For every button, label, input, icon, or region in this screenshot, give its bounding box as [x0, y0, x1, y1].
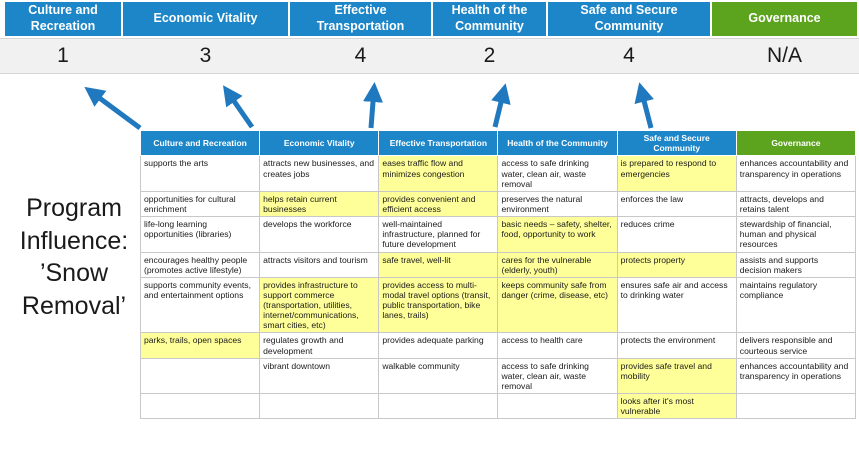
- matrix-header-4: Safe and Secure Community: [616, 129, 737, 157]
- matrix-cell: delivers responsible and courteous servi…: [735, 332, 857, 359]
- matrix-cell: well-maintained infrastructure, planned …: [378, 216, 499, 253]
- matrix-cell: assists and supports decision makers: [735, 251, 857, 278]
- matrix-cell: regulates growth and development: [259, 332, 380, 359]
- score-culture-recreation: 1: [57, 44, 69, 67]
- score-health-community: 2: [483, 44, 496, 67]
- matrix-cell: access to health care: [497, 332, 618, 359]
- influence-matrix: Culture and Recreation Economic Vitality E…: [139, 129, 857, 420]
- matrix-cell: access to safe drinking water, clean air…: [497, 357, 618, 395]
- banner-effective-transportation: Effective Transportation: [290, 2, 431, 36]
- matrix-cell: [378, 393, 499, 420]
- banner-health-community: Health of the Community: [433, 2, 546, 36]
- banner-row: Culture and Recreation Economic Vitality E…: [5, 2, 857, 36]
- page-title: Program Influence: ’Snow Removal’: [19, 194, 129, 320]
- matrix-body: supports the arts attracts new businesses…: [139, 155, 857, 420]
- matrix-cell: provides safe travel and mobility: [616, 357, 737, 395]
- matrix-cell: maintains regulatory compliance: [735, 276, 857, 334]
- score-governance: N/A: [766, 44, 802, 67]
- influence-arrow-economic: [223, 85, 255, 129]
- influence-arrow-safe: [634, 82, 654, 129]
- score-economic-vitality: 3: [199, 44, 212, 67]
- matrix-cell: access to safe drinking water, clean air…: [497, 155, 618, 192]
- matrix-cell: provides infrastructure to support comme…: [259, 276, 380, 334]
- matrix-cell: basic needs – safety, shelter, food, opp…: [497, 216, 618, 253]
- matrix-cell: enforces the law: [616, 190, 737, 218]
- matrix-header-5: Governance: [735, 129, 857, 157]
- matrix-cell: attracts new businesses, and creates job…: [259, 155, 380, 192]
- matrix-cell: life-long learning opportunities (librar…: [139, 216, 261, 253]
- matrix-cell: provides convenient and efficient access: [378, 190, 499, 218]
- score-row: 1 3 4 2 4 N/A: [5, 39, 857, 73]
- matrix-cell: encourages healthy people (promotes acti…: [139, 251, 261, 278]
- matrix-cell: parks, trails, open spaces: [139, 332, 261, 359]
- matrix-cell: [139, 393, 261, 420]
- matrix-cell: looks after it's most vulnerable: [616, 393, 737, 420]
- matrix-cell: vibrant downtown: [259, 357, 380, 395]
- banner-economic-vitality: Economic Vitality: [123, 2, 288, 36]
- matrix-header-1: Economic Vitality: [259, 129, 380, 157]
- matrix-row-1: opportunities for cultural enrichment hel…: [139, 190, 857, 218]
- score-effective-transportation: 4: [354, 44, 367, 67]
- matrix-cell: attracts visitors and tourism: [259, 251, 380, 278]
- matrix-header-row: Culture and Recreation Economic Vitality E…: [139, 129, 857, 157]
- matrix-cell: eases traffic flow and minimizes congest…: [378, 155, 499, 192]
- matrix-cell: supports the arts: [139, 155, 261, 192]
- matrix-cell: ensures safe air and access to drinking …: [616, 276, 737, 334]
- arrows-overlay: [84, 82, 654, 130]
- matrix-cell: [259, 393, 380, 420]
- matrix-cell: enhances accountability and transparency…: [735, 155, 857, 192]
- matrix-cell: [497, 393, 618, 420]
- matrix-cell: protects property: [616, 251, 737, 278]
- matrix-cell: cares for the vulnerable (elderly, youth…: [497, 251, 618, 278]
- matrix-cell: opportunities for cultural enrichment: [139, 190, 261, 218]
- matrix-cell: helps retain current businesses: [259, 190, 380, 218]
- matrix-cell: provides adequate parking: [378, 332, 499, 359]
- matrix-row-5: parks, trails, open spaces regulates grow…: [139, 332, 857, 359]
- matrix-cell: attracts, develops and retains talent: [735, 190, 857, 218]
- matrix-header-0: Culture and Recreation: [139, 129, 261, 157]
- matrix-row-7: looks after it's most vulnerable: [139, 393, 857, 420]
- matrix-header-3: Health of the Community: [497, 129, 618, 157]
- matrix-cell: walkable community: [378, 357, 499, 395]
- influence-arrow-health: [491, 83, 511, 128]
- influence-arrow-transportation: [363, 82, 383, 129]
- score-safe-secure-community: 4: [623, 44, 635, 67]
- matrix-cell: provides access to multi-modal travel op…: [378, 276, 499, 334]
- influence-arrow-culture: [84, 86, 142, 130]
- matrix-cell: supports community events, and entertain…: [139, 276, 261, 334]
- banner-governance: Governance: [712, 2, 857, 36]
- matrix-row-2: life-long learning opportunities (librar…: [139, 216, 857, 253]
- score-strip: 1 3 4 2 4 N/A: [0, 38, 859, 74]
- matrix-cell: develops the workforce: [259, 216, 380, 253]
- banner-culture-recreation: Culture and Recreation: [5, 2, 121, 36]
- matrix-row-6: vibrant downtown walkable community access…: [139, 357, 857, 395]
- matrix-cell: reduces crime: [616, 216, 737, 253]
- banner-safe-secure-community: Safe and Secure Community: [548, 2, 710, 36]
- matrix-row-0: supports the arts attracts new businesses…: [139, 155, 857, 192]
- matrix-row-4: supports community events, and entertain…: [139, 276, 857, 334]
- matrix-cell: enhances accountability and transparency…: [735, 357, 857, 395]
- matrix-cell: stewardship of financial, human and phys…: [735, 216, 857, 253]
- matrix-cell: preserves the natural environment: [497, 190, 618, 218]
- matrix-cell: is prepared to respond to emergencies: [616, 155, 737, 192]
- matrix-header-2: Effective Transportation: [378, 129, 499, 157]
- matrix-cell: [735, 393, 857, 420]
- matrix-cell: [139, 357, 261, 395]
- matrix-row-3: encourages healthy people (promotes acti…: [139, 251, 857, 278]
- matrix-cell: protects the environment: [616, 332, 737, 359]
- matrix-cell: keeps community safe from danger (crime,…: [497, 276, 618, 334]
- matrix-cell: safe travel, well-lit: [378, 251, 499, 278]
